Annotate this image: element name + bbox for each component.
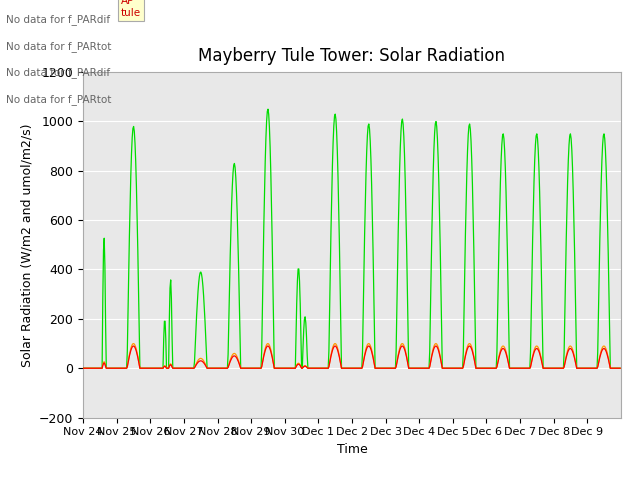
- Text: AP
tule: AP tule: [121, 0, 141, 18]
- Title: Mayberry Tule Tower: Solar Radiation: Mayberry Tule Tower: Solar Radiation: [198, 47, 506, 65]
- Text: No data for f_PARtot: No data for f_PARtot: [6, 41, 112, 52]
- Text: No data for f_PARdif: No data for f_PARdif: [6, 14, 111, 25]
- Y-axis label: Solar Radiation (W/m2 and umol/m2/s): Solar Radiation (W/m2 and umol/m2/s): [20, 123, 33, 367]
- Text: No data for f_PARtot: No data for f_PARtot: [6, 94, 112, 105]
- X-axis label: Time: Time: [337, 443, 367, 456]
- Text: No data for f_PARdif: No data for f_PARdif: [6, 67, 111, 78]
